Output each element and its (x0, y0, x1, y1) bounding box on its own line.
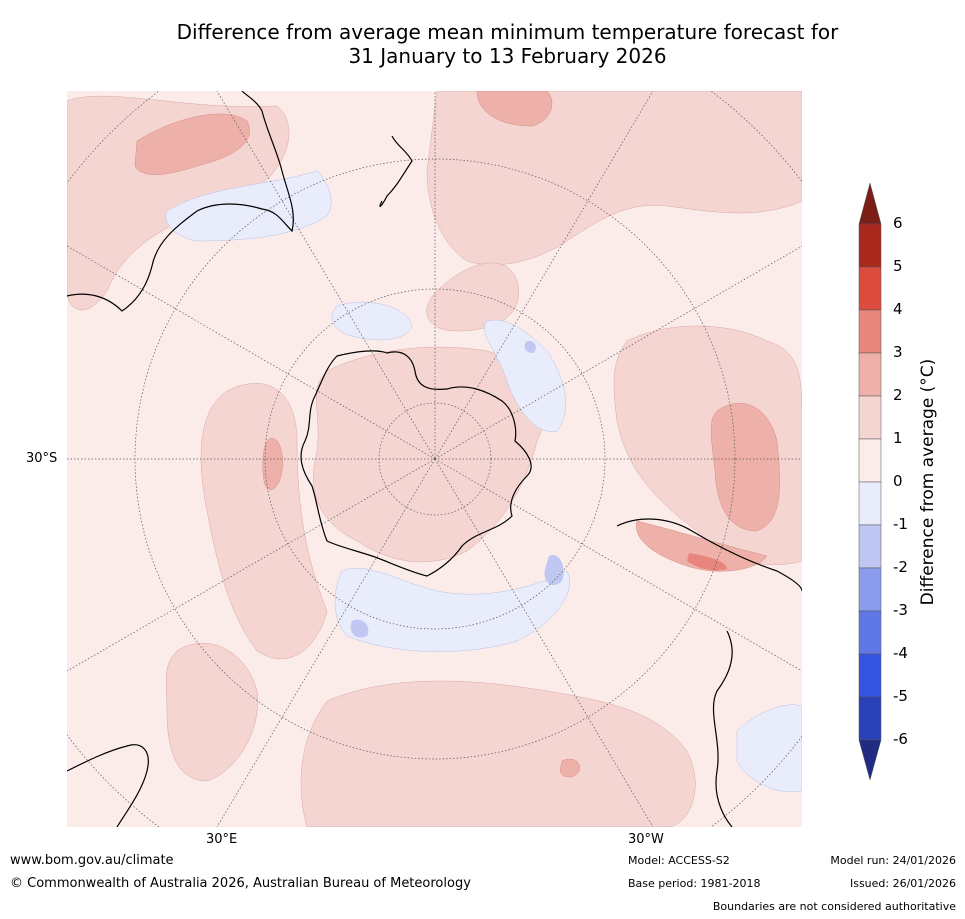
cool-region-south (334, 568, 570, 652)
anomaly-strong-east (710, 403, 780, 532)
boundaries-disclaimer: Boundaries are not considered authoritat… (712, 900, 956, 913)
anomaly-strong-south-america (636, 520, 768, 572)
colorbar-arrow-top (858, 182, 882, 225)
tick-0: 0 (893, 472, 903, 490)
colorbar-band-1-2 (858, 395, 882, 440)
issued-date: Issued: 26/01/2026 (849, 877, 956, 890)
antarctica-coastline (300, 350, 532, 577)
south-america-coastline (616, 518, 802, 827)
anomaly-region-west (200, 383, 328, 660)
lon-label-30w: 30°W (628, 832, 664, 847)
anomaly-region-center-north (426, 262, 519, 332)
tick-neg4: -4 (893, 644, 908, 662)
tick-6: 6 (893, 214, 903, 232)
cool-strong-1 (350, 619, 369, 638)
colorbar-band-5-6 (858, 223, 882, 268)
southern-africa-coastline (67, 744, 149, 827)
australia-coastline (67, 91, 294, 312)
tick-3: 3 (893, 343, 903, 361)
tick-1: 1 (893, 429, 903, 447)
graticule (67, 91, 802, 827)
colorbar-band-neg5-neg4 (858, 653, 882, 698)
anomaly-region-south (300, 680, 696, 827)
colorbar-band-0-1 (858, 438, 882, 483)
colorbar-arrow-bottom (858, 739, 882, 781)
new-zealand-coastline (379, 135, 413, 208)
anomaly-region-antarctica (313, 346, 545, 563)
tick-neg3: -3 (893, 601, 908, 619)
anomaly-region-ne (426, 91, 802, 266)
colorbar-band-2-3 (858, 352, 882, 397)
colorbar-label: Difference from average (°C) (918, 358, 938, 606)
map-title: Difference from average mean minimum tem… (0, 20, 965, 68)
tick-neg5: -5 (893, 687, 908, 705)
anomaly-strong-nw (134, 113, 250, 175)
forecast-map (67, 91, 802, 827)
tick-neg6: -6 (893, 730, 908, 748)
cool-strong-3 (524, 340, 536, 353)
tick-neg2: -2 (893, 558, 908, 576)
website-link[interactable]: www.bom.gov.au/climate (10, 853, 174, 868)
colorbar-band-neg1-0 (858, 481, 882, 526)
anomaly-region-sw (165, 642, 258, 782)
anomaly-strong-ne (476, 91, 553, 127)
colorbar-band-neg4-neg3 (858, 610, 882, 655)
colorbar-band-neg3-neg2 (858, 567, 882, 612)
anomaly-strong-west (262, 438, 283, 490)
tick-neg1: -1 (893, 515, 908, 533)
colorbar-band-neg6-neg5 (858, 696, 882, 741)
colorbar-band-3-4 (858, 309, 882, 354)
colorbar-band-neg2-neg1 (858, 524, 882, 569)
title-line-2: 31 January to 13 February 2026 (348, 44, 667, 68)
lon-label-30e: 30°E (206, 832, 238, 847)
base-period: Base period: 1981-2018 (628, 877, 761, 890)
anomaly-strongest (687, 553, 727, 571)
tick-2: 2 (893, 386, 903, 404)
model-name: Model: ACCESS-S2 (628, 854, 730, 867)
cool-region-south-central (484, 319, 566, 432)
title-line-1: Difference from average mean minimum tem… (176, 20, 839, 44)
lat-label-30s: 30°S (26, 451, 58, 466)
colorbar (858, 182, 882, 781)
tick-4: 4 (893, 300, 903, 318)
cool-region-central (331, 301, 413, 341)
colorbar-band-4-5 (858, 266, 882, 311)
model-run-date: Model run: 24/01/2026 (830, 854, 956, 867)
cool-strong-2 (544, 555, 564, 586)
tick-5: 5 (893, 257, 903, 275)
anomaly-strong-south (559, 758, 580, 778)
cool-region-se (736, 704, 802, 793)
copyright-text: © Commonwealth of Australia 2026, Austra… (10, 876, 471, 891)
